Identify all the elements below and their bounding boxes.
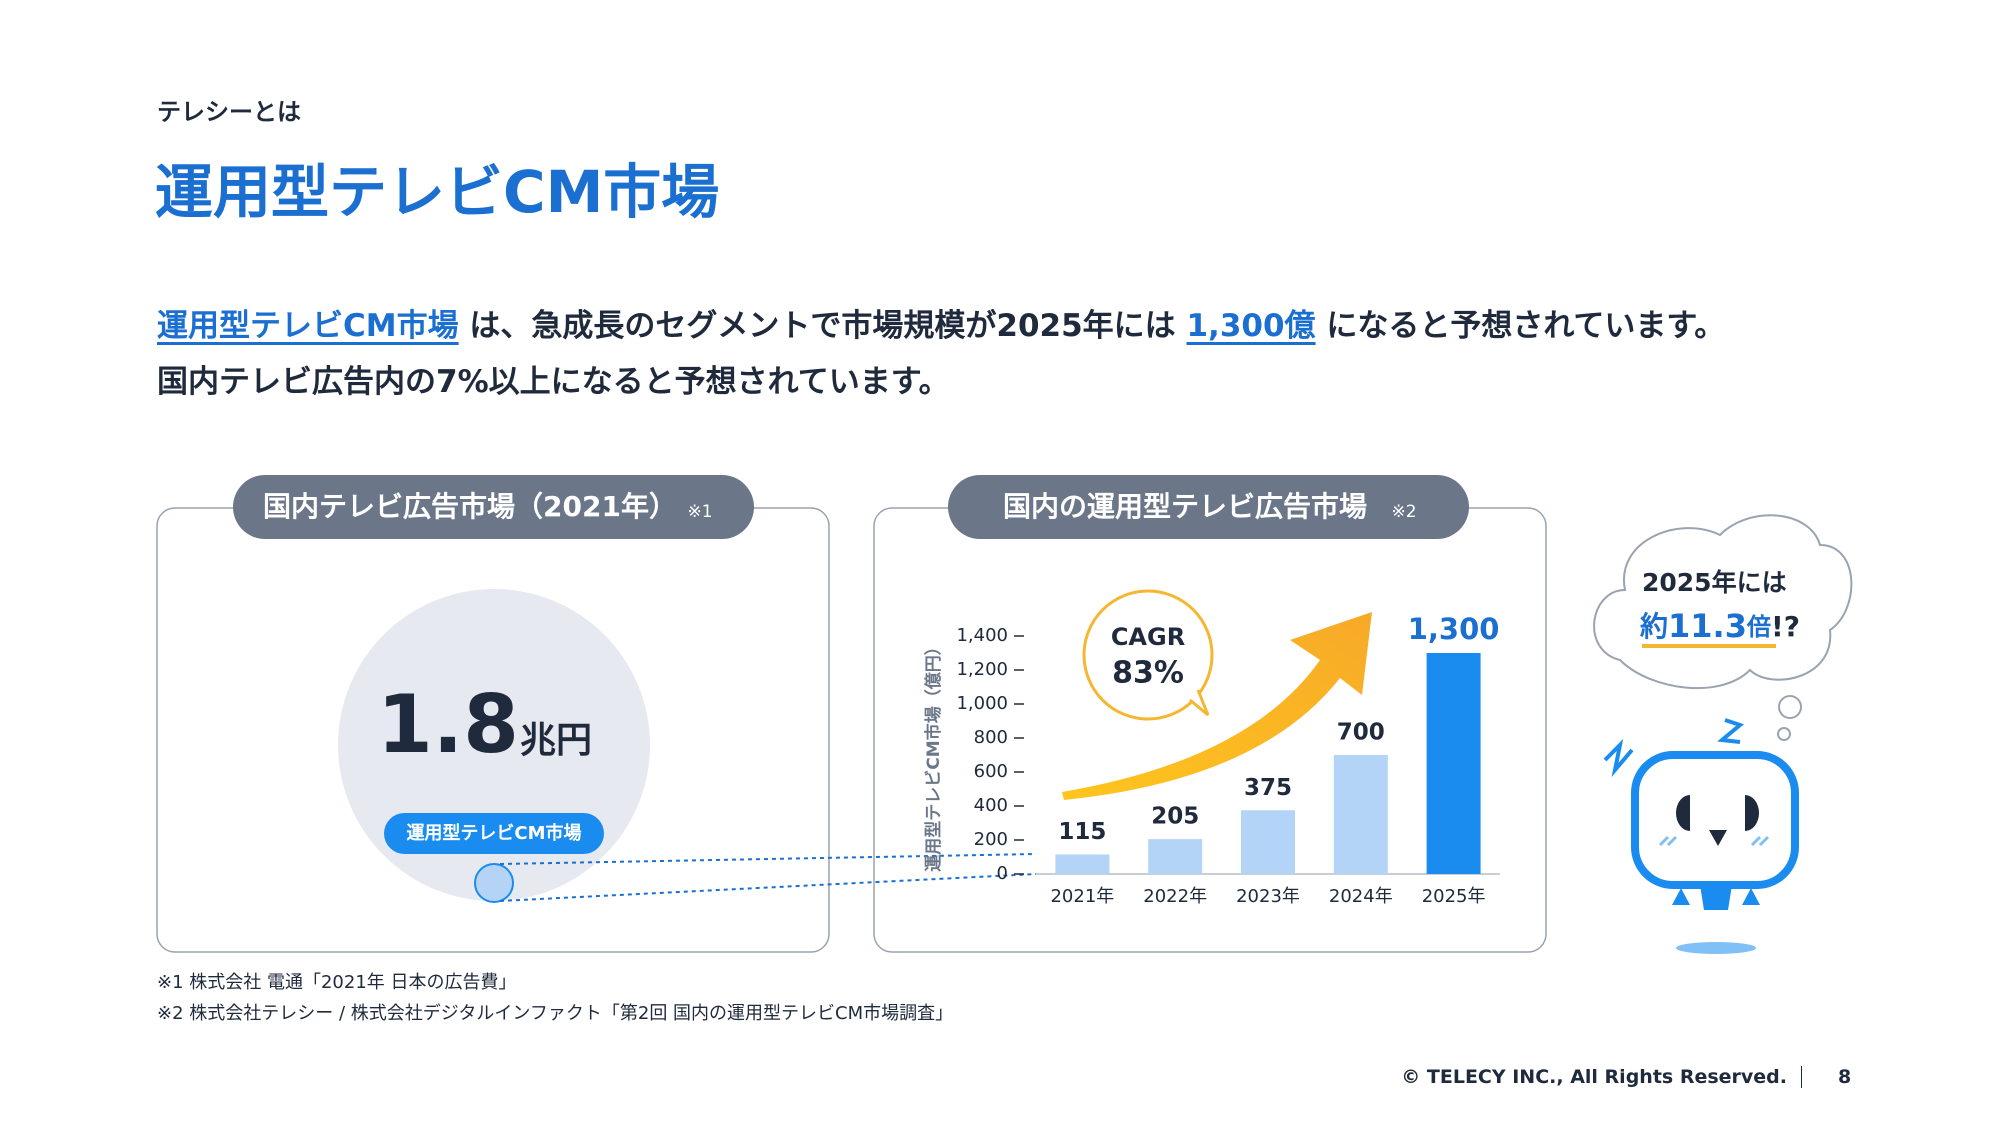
text: になると予想されています。: [1315, 308, 1726, 344]
y-tick-label: 1,000: [956, 693, 1008, 714]
value-label: 375: [1244, 775, 1292, 801]
segment-label: 運用型テレビCM市場: [406, 822, 581, 844]
value-label: 1,300: [1408, 612, 1500, 646]
suffix: 倍: [1746, 613, 1771, 641]
x-tick-label: 2023年: [1236, 886, 1300, 907]
thought-dot: [1777, 727, 1791, 741]
panel-heading: 国内テレビ広告市場（2021年）: [263, 490, 677, 523]
y-tick-label: 1,400: [956, 625, 1008, 646]
bar: [1055, 854, 1110, 874]
y-tick-label: 1,200: [956, 659, 1008, 680]
connector: [499, 853, 1037, 865]
value-label: 700: [1337, 720, 1385, 746]
highlight: 1,300億: [1186, 308, 1316, 344]
mascot-spark: [1603, 718, 1745, 778]
growth-arrow: [1062, 612, 1372, 800]
highlight: 運用型テレビCM市場: [157, 308, 459, 344]
panel-heading-pill: [233, 475, 754, 539]
thought-cloud: [1593, 514, 1853, 690]
x-tick-label: 2022年: [1143, 886, 1207, 907]
x-tick-label: 2025年: [1422, 886, 1486, 907]
figure: 11.3: [1668, 607, 1747, 645]
text: は、急成長のセグメントで市場規模が2025年には: [458, 308, 1187, 344]
bar: [1241, 810, 1295, 874]
y-tick-label: 200: [974, 829, 1008, 850]
segment-circle: [474, 863, 514, 903]
y-tick-label: 400: [974, 795, 1008, 816]
connector: [499, 873, 1037, 902]
mascot-mouth: [1709, 830, 1727, 846]
body-line: 国内テレビ広告内の7%以上になると予想されています。: [157, 364, 950, 400]
value-label: 115: [1058, 819, 1106, 845]
note-ref: ※2: [1391, 502, 1416, 522]
y-axis-label: 運用型テレビCM市場（億円）: [923, 638, 944, 871]
section-label: テレシーとは: [157, 98, 301, 126]
footnote: ※2 株式会社テレシー / 株式会社デジタルインファクト「第2回 国内の運用型テ…: [157, 1003, 954, 1024]
bar: [1333, 755, 1388, 874]
y-tick-label: 800: [974, 727, 1008, 748]
thought-dot: [1778, 695, 1802, 719]
body-line: 運用型テレビCM市場 は、急成長のセグメントで市場規模が2025年には 1,30…: [157, 300, 1725, 345]
y-tick-label: 0: [997, 863, 1008, 884]
page-number: 8: [1838, 1066, 1852, 1088]
footnote: ※1 株式会社 電通「2021年 日本の広告費」: [157, 972, 517, 993]
prefix: 約: [1639, 610, 1668, 643]
mascot-eye: [1745, 795, 1759, 831]
y-tick-label: 600: [974, 761, 1008, 782]
panel-heading: 国内の運用型テレビ広告市場: [1003, 490, 1367, 523]
x-tick-label: 2021年: [1050, 886, 1114, 907]
cagr-label: CAGR: [1111, 623, 1185, 651]
mascot-blush: [1658, 835, 1770, 847]
segment-pill: [384, 813, 604, 854]
bubble-figure: 約11.3倍!?: [1639, 607, 1800, 645]
bubble-text: 2025年には: [1642, 568, 1787, 597]
bar: [1426, 653, 1481, 874]
market-value: 1.8: [377, 678, 519, 771]
bar: [1148, 839, 1203, 874]
mascot-shadow: [1676, 942, 1756, 954]
cagr-value: 83%: [1112, 656, 1184, 691]
mascot-stand: [1700, 885, 1732, 910]
mark: !?: [1771, 610, 1800, 643]
copyright: © TELECY INC., All Rights Reserved.: [1401, 1066, 1802, 1088]
panel-heading-pill: [948, 475, 1469, 539]
mascot-eye: [1676, 795, 1690, 831]
cagr-bubble: [1082, 589, 1214, 721]
note-ref: ※1: [687, 502, 712, 522]
market-unit: 兆円: [520, 720, 592, 761]
x-tick-label: 2024年: [1329, 886, 1393, 907]
page-title: 運用型テレビCM市場: [155, 158, 720, 226]
mascot-feet: [1672, 888, 1760, 905]
value-label: 205: [1151, 804, 1199, 830]
mascot-body: [1631, 751, 1799, 889]
bubble-tail: [1189, 689, 1210, 717]
